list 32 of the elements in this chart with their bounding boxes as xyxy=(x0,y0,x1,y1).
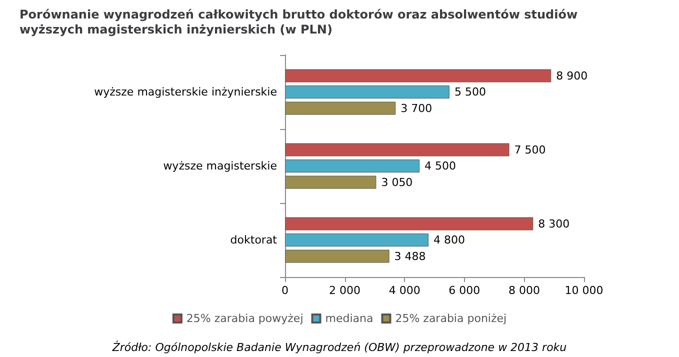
legend-label: 25% zarabia poniżej xyxy=(395,312,507,325)
bar xyxy=(285,217,534,230)
legend-label: 25% zarabia powyżej xyxy=(186,312,304,325)
text: Źródło: Ogólnopolskie Badanie Wynagrodzeń (OBW) przeprowadzone w 2013 roku xyxy=(111,340,567,354)
x-tick-label: 8 000 xyxy=(508,284,540,297)
x-tick-label: 0 xyxy=(282,284,288,297)
bar xyxy=(285,143,510,156)
data-label: 5 500 xyxy=(454,86,486,98)
bar xyxy=(285,160,420,172)
bar xyxy=(285,176,376,189)
data-label: 8 900 xyxy=(556,69,588,82)
bar xyxy=(285,102,396,115)
data-label: 8 300 xyxy=(538,217,570,230)
bar xyxy=(285,250,390,263)
bar xyxy=(285,69,552,82)
data-label: 7 500 xyxy=(514,143,546,156)
x-tick-label: 10 000 xyxy=(564,284,604,297)
data-label: 4 800 xyxy=(434,234,466,246)
y-tick-label: doktorat xyxy=(230,234,278,246)
data-label: 3 488 xyxy=(394,250,426,263)
x-tick-label: 4 000 xyxy=(388,284,420,297)
data-label: 4 500 xyxy=(424,160,456,172)
data-label: 3 700 xyxy=(400,102,432,115)
bar xyxy=(285,234,429,246)
data-label: 3 050 xyxy=(381,176,413,189)
chart-title: Porównanie wynagrodzeń całkowitych brutto doktorów oraz absolwentów studiów wyższych magisterskich inżynierskich (w PLN) xyxy=(20,8,582,36)
x-tick-label: 2 000 xyxy=(329,284,361,297)
y-tick-label: wyższe magisterskie xyxy=(163,160,278,172)
bar xyxy=(285,86,450,98)
legend-label: mediana xyxy=(325,312,374,325)
y-tick-label: wyższe magisterskie inżynierskie xyxy=(94,86,278,98)
x-tick-label: 6 000 xyxy=(448,284,480,297)
